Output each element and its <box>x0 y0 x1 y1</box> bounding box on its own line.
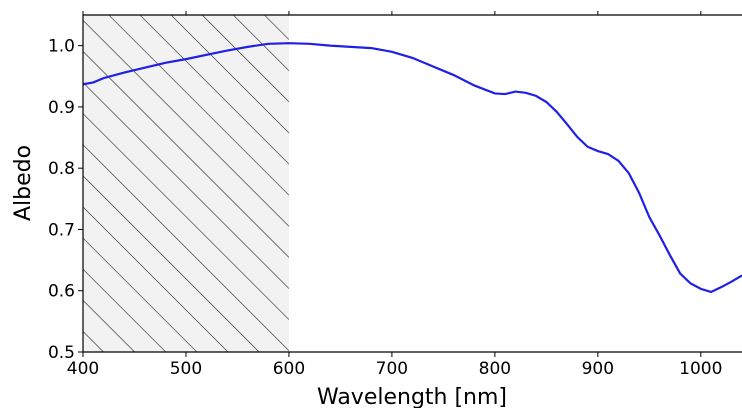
hatched-region-lines <box>83 15 289 352</box>
y-ticks: 0.5 0.6 0.7 0.8 0.9 1.0 <box>48 37 83 363</box>
albedo-series-line <box>83 42 742 294</box>
y-tick-label: 0.8 <box>48 159 75 179</box>
hatched-region <box>83 15 289 352</box>
x-axis-label: Wavelength [nm] <box>317 385 507 408</box>
y-tick-label: 0.7 <box>48 220 75 240</box>
y-tick-label: 0.9 <box>48 98 75 118</box>
x-tick-label: 500 <box>170 359 202 379</box>
y-tick-label: 1.0 <box>48 37 75 57</box>
x-tick-label: 600 <box>273 359 305 379</box>
y-tick-label: 0.6 <box>48 282 75 302</box>
y-tick-label: 0.5 <box>48 343 75 363</box>
y-axis-label: Albedo <box>11 145 36 221</box>
x-tick-label: 1000 <box>679 359 722 379</box>
x-ticks: 400 500 600 700 800 900 1000 <box>67 11 722 379</box>
x-tick-label: 800 <box>479 359 511 379</box>
x-tick-label: 400 <box>67 359 99 379</box>
x-tick-label: 900 <box>582 359 614 379</box>
x-tick-label: 700 <box>376 359 408 379</box>
